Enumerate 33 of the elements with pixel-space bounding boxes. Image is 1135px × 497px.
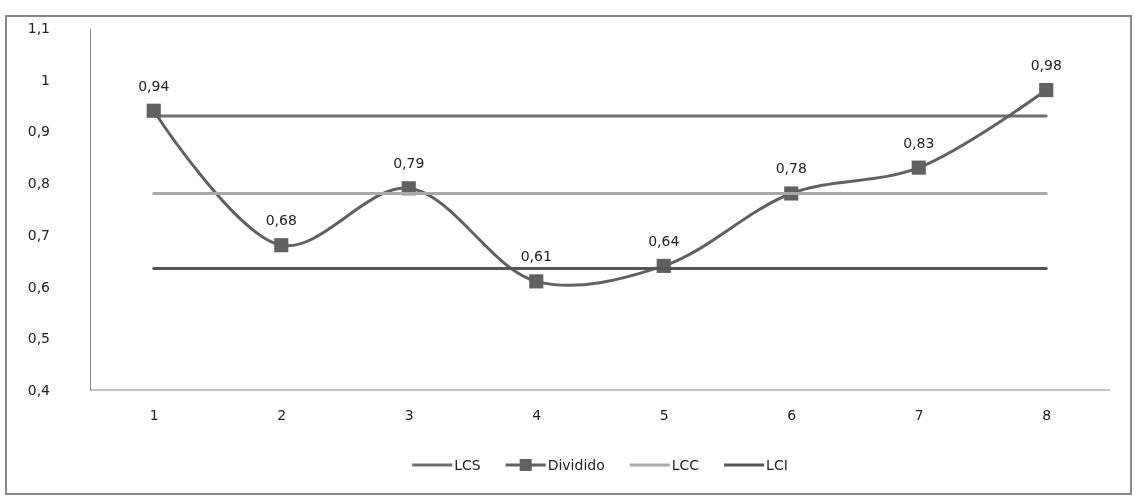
y-tick-label: 0,9 — [27, 123, 50, 140]
x-tick-label: 3 — [404, 406, 414, 423]
y-tick-label: 1 — [41, 71, 50, 88]
x-tick-label: 6 — [787, 406, 797, 423]
data-label: 0,68 — [265, 212, 297, 229]
legend-label: LCI — [766, 457, 788, 473]
data-label: 0,94 — [138, 77, 170, 94]
x-tick-label: 2 — [277, 406, 287, 423]
x-tick-label: 8 — [1042, 406, 1052, 423]
x-tick-label: 5 — [659, 406, 669, 423]
legend-label: LCC — [671, 457, 700, 473]
x-tick-label: 1 — [149, 406, 159, 423]
point — [529, 274, 544, 289]
data-label: 0,83 — [903, 134, 935, 151]
y-tick-label: 0,6 — [27, 278, 51, 295]
point — [1039, 82, 1054, 98]
legend-label: Dividido — [547, 457, 605, 473]
x-tick-label: 7 — [914, 406, 924, 423]
data-label: 0,98 — [1030, 57, 1062, 74]
x-tick-label: 4 — [532, 406, 542, 423]
y-tick-label: 0,8 — [27, 175, 50, 192]
y-tick-label: 0,4 — [27, 381, 51, 398]
legend-label: LCS — [454, 457, 481, 473]
data-label: 0,64 — [648, 232, 680, 249]
point — [911, 160, 926, 175]
y-tick-label: 1,1 — [27, 19, 50, 36]
point — [274, 238, 289, 253]
y-tick-label: 0,7 — [27, 226, 50, 243]
data-label: 0,61 — [520, 248, 552, 265]
y-tick-label: 0,5 — [27, 330, 50, 347]
data-label: 0,79 — [393, 155, 425, 172]
data-label: 0,78 — [775, 160, 807, 177]
point — [146, 103, 161, 118]
